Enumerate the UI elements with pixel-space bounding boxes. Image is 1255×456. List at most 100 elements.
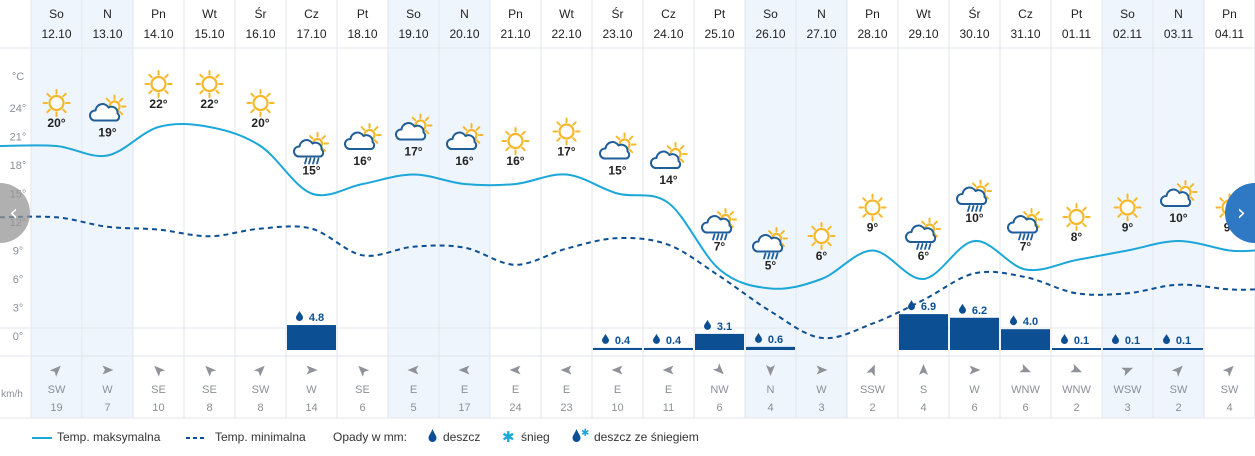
sun-icon: [246, 89, 275, 117]
rain-drop-icon: [959, 303, 966, 314]
wind-speed: 4: [920, 402, 926, 414]
wind-arrow-icon: [1121, 367, 1134, 377]
cloud-sun-icon: [598, 132, 637, 160]
wind-arrow-icon: [253, 365, 265, 377]
rain-drop-icon: [602, 333, 609, 344]
day-name: N: [817, 7, 826, 21]
rain-cloud-icon: [955, 179, 992, 212]
weekend-column: [796, 0, 847, 418]
day-date: 25.10: [704, 27, 734, 41]
day-name: Pt: [1071, 7, 1083, 21]
day-name: Śr: [969, 6, 981, 21]
temp-max-label: 22°: [149, 97, 167, 111]
day-date: 23.10: [602, 27, 632, 41]
wind-arrow-icon: [662, 365, 674, 375]
sun-icon: [858, 193, 887, 222]
legend-precip-title: Opady w mm:: [333, 430, 408, 444]
rain-drop-icon: [755, 332, 762, 343]
wind-speed: 2: [1175, 402, 1181, 414]
wind-direction: SE: [202, 384, 217, 396]
day-name: N: [1174, 7, 1183, 21]
day-name: Pn: [1222, 7, 1237, 21]
temp-max-label: 16°: [506, 154, 524, 168]
wind-direction: SW: [252, 384, 270, 396]
wind-direction: SSW: [860, 384, 886, 396]
legend: Temp. maksymalna Temp. minimalna Opady w…: [0, 420, 1255, 454]
wind-arrow-icon: [816, 365, 828, 375]
y-tick-label: 24°: [10, 103, 27, 115]
day-date: 15.10: [194, 27, 224, 41]
y-tick-label: 0°: [13, 331, 24, 343]
day-date: 29.10: [908, 27, 938, 41]
wind-speed: 8: [257, 402, 263, 414]
temp-max-label: 10°: [965, 211, 983, 225]
wind-direction: W: [102, 384, 113, 396]
wind-direction: S: [920, 384, 927, 396]
day-name: Cz: [1018, 7, 1033, 21]
cloud-sun-icon: [1159, 180, 1198, 207]
temp-max-label: 19°: [98, 126, 116, 140]
day-name: So: [1120, 7, 1135, 21]
sun-icon: [144, 70, 173, 98]
wind-arrow-icon: [509, 365, 521, 375]
wind-direction: E: [563, 384, 570, 396]
temp-max-label: 7°: [1020, 240, 1032, 254]
day-name: Śr: [255, 6, 267, 21]
y-tick-label: 3°: [13, 303, 24, 315]
wind-arrow-icon: [611, 365, 623, 375]
temp-max-label: 9°: [867, 221, 879, 235]
wind-arrow-icon: [1070, 363, 1083, 373]
precip-bar: [593, 347, 642, 350]
wind-direction: SW: [1170, 384, 1188, 396]
y-tick-label: 21°: [10, 132, 27, 144]
wind-arrow-icon: [306, 365, 318, 375]
wind-direction: E: [512, 384, 519, 396]
sun-icon: [501, 127, 530, 155]
day-date: 31.10: [1010, 27, 1040, 41]
chevron-left-icon: ‹: [9, 200, 18, 226]
day-name: So: [49, 7, 64, 21]
wind-direction: W: [969, 384, 980, 396]
precip-bar: [1154, 348, 1203, 350]
wind-speed: 4: [1226, 402, 1232, 414]
y-axis-unit: °C: [12, 71, 24, 83]
day-name: Wt: [559, 7, 574, 21]
svg-text:✱: ✱: [581, 428, 589, 439]
day-date: 02.11: [1113, 27, 1142, 41]
rain-cloud-icon: [904, 217, 941, 250]
legend-max-label: Temp. maksymalna: [57, 430, 161, 444]
day-date: 20.10: [449, 27, 479, 41]
wind-arrow-icon: [358, 365, 370, 377]
temp-max-label: 8°: [1071, 230, 1083, 244]
sun-icon: [1062, 203, 1091, 231]
rain-drop-icon: [653, 333, 660, 344]
weekend-column: [439, 0, 490, 418]
wind-speed: 24: [509, 402, 521, 414]
day-date: 03.11: [1164, 27, 1193, 41]
day-date: 24.10: [653, 27, 683, 41]
precip-value: 0.1: [1125, 335, 1140, 347]
temp-max-label: 9°: [1122, 221, 1134, 235]
wind-speed: 19: [50, 402, 62, 414]
wind-speed: 6: [971, 402, 977, 414]
chevron-right-icon: ›: [1237, 200, 1246, 226]
sun-icon: [42, 89, 71, 117]
day-date: 17.10: [296, 27, 326, 41]
wind-arrow-icon: [1171, 365, 1183, 377]
cloud-sun-icon: [88, 94, 127, 122]
cloud-sun-icon: [445, 123, 484, 150]
wind-direction: SE: [151, 384, 166, 396]
sun-icon: [195, 70, 224, 98]
wind-speed: 4: [767, 402, 773, 414]
rain-cloud-icon: [292, 132, 329, 165]
precip-value: 4.0: [1023, 316, 1038, 328]
temp-max-label: 5°: [765, 259, 777, 273]
legend-min-label: Temp. minimalna: [215, 430, 306, 444]
day-name: Cz: [661, 7, 676, 21]
wind-direction: WSW: [1113, 384, 1142, 396]
day-date: 13.10: [92, 27, 122, 41]
day-name: So: [406, 7, 421, 21]
precip-value: 0.1: [1176, 335, 1191, 347]
day-name: Pn: [865, 7, 880, 21]
temp-max-label: 6°: [918, 249, 930, 263]
